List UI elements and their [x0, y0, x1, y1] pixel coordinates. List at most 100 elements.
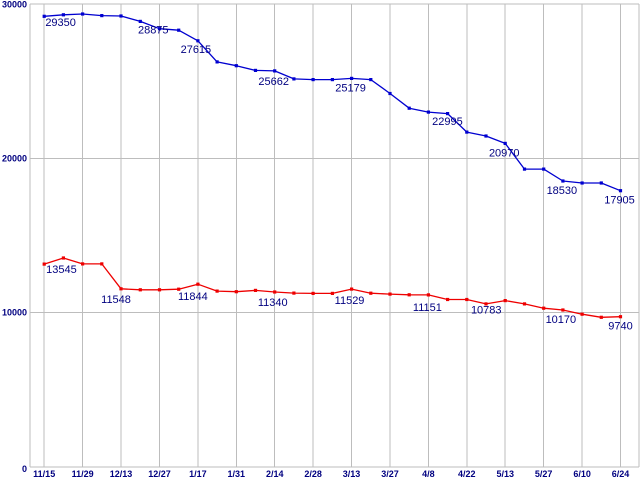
- upper-blue-series-marker: [157, 27, 162, 31]
- lower-red-series-value-label: 13545: [46, 264, 77, 276]
- upper-blue-series-value-label: 22995: [432, 116, 463, 128]
- x-axis-tick-label: 1/17: [189, 469, 207, 479]
- upper-blue-series-value-label: 28875: [138, 24, 169, 36]
- lower-red-series-value-label: 10170: [546, 314, 577, 326]
- upper-blue-series-value-label: 17905: [604, 195, 635, 207]
- lower-red-series-marker: [350, 287, 354, 291]
- lower-red-series-marker: [61, 256, 65, 260]
- lower-red-series-marker: [465, 297, 469, 302]
- upper-blue-series-marker: [215, 60, 219, 64]
- y-axis-tick-label: 30000: [2, 0, 27, 10]
- lower-red-series-marker: [119, 287, 123, 291]
- x-axis-tick-label: 3/27: [381, 469, 399, 479]
- lower-red-series-marker: [215, 289, 219, 293]
- lower-red-series-marker: [273, 290, 277, 294]
- lower-red-series-marker: [177, 287, 181, 291]
- upper-blue-series-marker: [484, 134, 488, 138]
- y-axis-tick-label: 10000: [2, 308, 27, 318]
- lower-red-series-marker: [561, 308, 565, 312]
- upper-blue-series-marker: [561, 179, 565, 183]
- x-axis-tick-label: 12/13: [110, 469, 133, 479]
- upper-blue-series-marker: [81, 12, 85, 16]
- lower-red-series-marker: [234, 290, 238, 294]
- lower-red-series-marker: [330, 291, 334, 295]
- upper-blue-series-value-label: 29350: [45, 17, 76, 29]
- x-axis-tick-label: 1/31: [228, 469, 246, 479]
- upper-blue-series-marker: [177, 28, 181, 32]
- upper-blue-series-marker: [292, 77, 296, 81]
- lower-red-series-marker: [503, 299, 507, 303]
- x-axis-tick-label: 5/27: [535, 469, 553, 479]
- x-axis-tick-label: 2/28: [304, 469, 322, 479]
- upper-blue-series-marker: [407, 106, 411, 110]
- lower-red-series-value-label: 11340: [258, 297, 288, 309]
- x-axis-tick-label: 6/24: [612, 469, 630, 479]
- lower-red-series-marker: [138, 288, 142, 292]
- upper-blue-series-value-label: 25662: [258, 76, 289, 88]
- upper-blue-series-marker: [446, 112, 450, 116]
- lower-red-series-value-label: 11529: [335, 295, 365, 307]
- x-axis-tick-label: 3/13: [343, 469, 361, 479]
- upper-blue-series-marker: [426, 110, 430, 114]
- lower-red-series-marker: [426, 293, 430, 297]
- lower-red-series-marker: [369, 291, 373, 295]
- lower-red-series-marker: [542, 306, 546, 310]
- upper-blue-series-marker: [542, 167, 546, 171]
- lower-red-series-marker: [196, 282, 200, 286]
- upper-blue-series-value-label: 18530: [547, 185, 578, 197]
- y-axis-tick-label: 20000: [2, 153, 27, 163]
- lower-red-series-marker: [157, 288, 162, 292]
- lower-red-series-marker: [311, 291, 315, 295]
- upper-blue-series-marker: [350, 76, 354, 80]
- x-axis-tick-label: 2/14: [266, 469, 284, 479]
- upper-blue-series-value-label: 27615: [181, 44, 212, 56]
- lower-red-series-marker: [407, 293, 411, 297]
- lower-red-series-marker: [599, 315, 603, 319]
- lower-red-series-marker: [388, 292, 392, 296]
- upper-blue-series-marker: [580, 181, 584, 185]
- upper-blue-series-marker: [618, 189, 623, 193]
- upper-blue-series-marker: [196, 39, 200, 43]
- lower-red-series-marker: [81, 262, 85, 266]
- x-axis-tick-label: 12/27: [148, 469, 171, 479]
- lower-red-series-marker: [42, 262, 46, 266]
- upper-blue-series-marker: [369, 78, 373, 82]
- lower-red-series-value-label: 10783: [471, 305, 502, 317]
- lower-red-series-value-label: 11151: [413, 302, 442, 314]
- x-axis-tick-label: 6/10: [573, 469, 591, 479]
- upper-blue-series-marker: [465, 130, 469, 134]
- upper-blue-series-marker: [388, 91, 392, 96]
- x-axis-tick-label: 5/13: [496, 469, 514, 479]
- x-axis-tick-label: 4/8: [422, 469, 435, 479]
- x-axis-tick-label: 11/29: [72, 469, 94, 479]
- lower-red-series-marker: [522, 302, 527, 306]
- upper-blue-series-marker: [330, 78, 334, 82]
- y-axis-tick-label: 0: [22, 464, 27, 474]
- upper-blue-series-value-label: 25179: [335, 82, 366, 94]
- upper-blue-series-marker: [138, 19, 142, 23]
- lower-red-series-marker: [292, 291, 296, 295]
- lower-red-series-marker: [253, 288, 258, 292]
- upper-blue-series-marker: [42, 14, 46, 18]
- x-axis-tick-label: 11/15: [33, 469, 55, 479]
- upper-blue-series-marker: [61, 13, 65, 17]
- x-axis-tick-label: 4/22: [458, 469, 476, 479]
- upper-blue-series-marker: [100, 14, 104, 18]
- upper-blue-series-marker: [253, 68, 258, 72]
- lower-red-series-value-label: 9740: [608, 321, 632, 333]
- upper-blue-series-marker: [503, 141, 507, 145]
- lower-red-series-value-label: 11548: [101, 294, 131, 306]
- lower-red-series-marker: [580, 312, 584, 316]
- upper-blue-series-marker: [599, 181, 603, 185]
- upper-blue-series-value-label: 20970: [489, 147, 520, 159]
- upper-blue-series-marker: [522, 167, 527, 171]
- lower-red-series-marker: [100, 262, 104, 266]
- upper-blue-series-marker: [311, 78, 315, 82]
- upper-blue-series-marker: [119, 14, 123, 18]
- lower-red-series-marker: [446, 297, 450, 302]
- upper-blue-series-marker: [273, 69, 277, 73]
- lower-red-series-marker: [618, 315, 623, 319]
- lower-red-series-marker: [484, 302, 488, 306]
